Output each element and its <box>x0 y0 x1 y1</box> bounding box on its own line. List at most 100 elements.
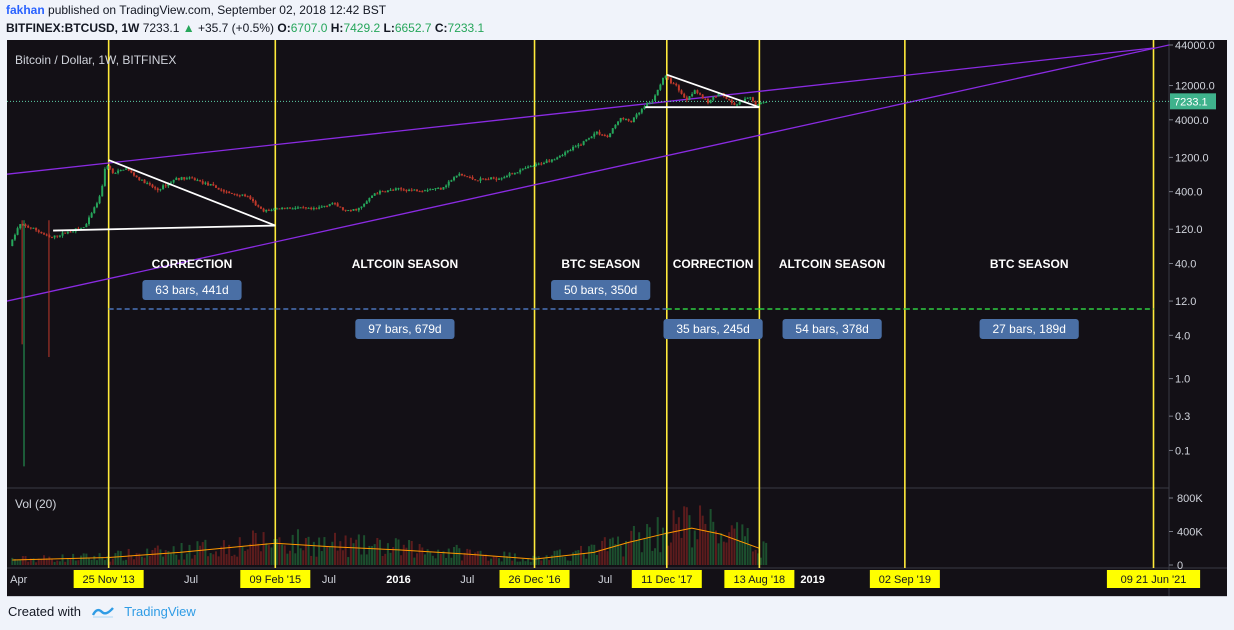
volume-bar <box>19 559 22 565</box>
volume-bar <box>482 554 485 565</box>
cycle-date-label: 13 Aug '18 <box>734 574 786 586</box>
volume-bar <box>402 544 405 565</box>
candle-body <box>635 114 638 118</box>
volume-bar <box>209 553 212 565</box>
volume-bar <box>397 539 400 565</box>
volume-bar <box>505 556 508 565</box>
candle-body <box>426 190 429 192</box>
volume-bar <box>439 553 442 565</box>
volume-bar <box>339 541 342 565</box>
candle-body <box>611 128 614 134</box>
candle-body <box>458 173 461 176</box>
change-text: +35.7 (+0.5%) <box>197 21 275 35</box>
candle-body <box>336 203 339 207</box>
candle-body <box>180 177 183 180</box>
candle-body <box>360 206 363 208</box>
measure-label: 54 bars, 378d <box>795 322 868 336</box>
volume-bar <box>455 544 458 565</box>
volume-bar <box>706 532 709 565</box>
volume-bar <box>741 524 744 565</box>
candle-body <box>196 180 199 182</box>
candle-body <box>16 228 19 235</box>
candle-body <box>500 178 503 180</box>
candle-body <box>45 234 48 236</box>
volume-bar <box>609 538 612 565</box>
volume-bar <box>214 551 217 565</box>
volume-bar <box>744 536 747 565</box>
candle-body <box>273 208 276 210</box>
volume-bar <box>315 556 318 565</box>
candle-body <box>402 189 405 191</box>
volume-bar <box>381 555 384 565</box>
volume-bar <box>43 555 46 565</box>
candle-body <box>381 191 384 193</box>
cycle-date-label: 09 21 Jun '21 <box>1121 574 1187 586</box>
candle-body <box>736 104 739 106</box>
phase-label: ALTCOIN SEASON <box>352 257 458 271</box>
candle-body <box>609 133 612 138</box>
volume-bar <box>593 544 596 565</box>
author-link[interactable]: fakhan <box>6 3 45 17</box>
candle-body <box>532 166 535 168</box>
price-chart[interactable]: 63 bars, 441d 97 bars, 679d 50 bars, 350d 3… <box>7 40 1227 596</box>
price-tick-label: 0.3 <box>1175 411 1190 423</box>
volume-bar <box>262 532 265 565</box>
volume-pane <box>11 505 768 565</box>
candle-body <box>58 235 61 237</box>
volume-bar <box>302 550 305 565</box>
candle-body <box>487 179 490 181</box>
candle-body <box>511 173 514 175</box>
volume-bar <box>556 550 559 565</box>
axis-backgrounds <box>7 40 1227 596</box>
volume-bar <box>106 556 109 565</box>
volume-bar <box>29 558 32 565</box>
candle-body <box>244 194 247 197</box>
candle-body <box>484 179 487 181</box>
volume-title: Vol (20) <box>15 497 56 511</box>
volume-bar <box>98 553 101 565</box>
candle-body <box>498 178 501 180</box>
volume-bar <box>93 555 96 565</box>
candle-body <box>598 131 601 135</box>
candle-body <box>439 187 442 190</box>
candle-body <box>80 227 83 229</box>
price-tick-label: 12.0 <box>1175 296 1196 308</box>
volume-bar <box>614 544 617 565</box>
time-tick-label: Jul <box>184 574 198 586</box>
volume-bar <box>125 559 128 565</box>
candle-body <box>236 194 239 196</box>
volume-bar <box>246 549 249 565</box>
candle-body <box>463 175 466 177</box>
volume-bar <box>683 506 686 565</box>
candle-body <box>339 206 342 208</box>
candle-body <box>450 180 453 182</box>
volume-bar <box>188 544 191 565</box>
time-axis[interactable]: Apr Jul Jul 2016 Jul Jul 2019 25 Nov '13 09 Feb … <box>10 570 1201 588</box>
volume-bar <box>360 554 363 565</box>
volume-bar <box>587 546 590 565</box>
volume-bar <box>532 555 535 565</box>
candle-body <box>693 90 696 95</box>
cycle-date-tag <box>499 570 570 588</box>
volume-bar <box>294 553 297 565</box>
volume-bar <box>508 552 511 565</box>
candle-body <box>706 98 709 104</box>
candle-body <box>431 189 434 191</box>
triangle-patterns <box>53 73 760 232</box>
volume-bar <box>632 525 635 565</box>
price-axis[interactable]: 44000.0 12000.0 4000.0 1200.0 400.0 120.0 40.0… <box>1169 40 1216 572</box>
tradingview-link[interactable]: TradingView <box>124 604 196 619</box>
volume-bar <box>680 537 683 565</box>
volume-bar <box>201 542 204 565</box>
volume-bar <box>754 549 757 565</box>
candle-body <box>267 209 270 211</box>
volume-bar <box>50 559 53 565</box>
volume-bar <box>553 550 556 565</box>
candle-body <box>66 231 69 234</box>
candle-body <box>281 207 284 210</box>
candle-body <box>212 184 215 186</box>
volume-bar <box>151 549 154 565</box>
candle-body <box>291 208 294 210</box>
volume-bar <box>233 554 236 565</box>
candle-body <box>468 177 471 179</box>
